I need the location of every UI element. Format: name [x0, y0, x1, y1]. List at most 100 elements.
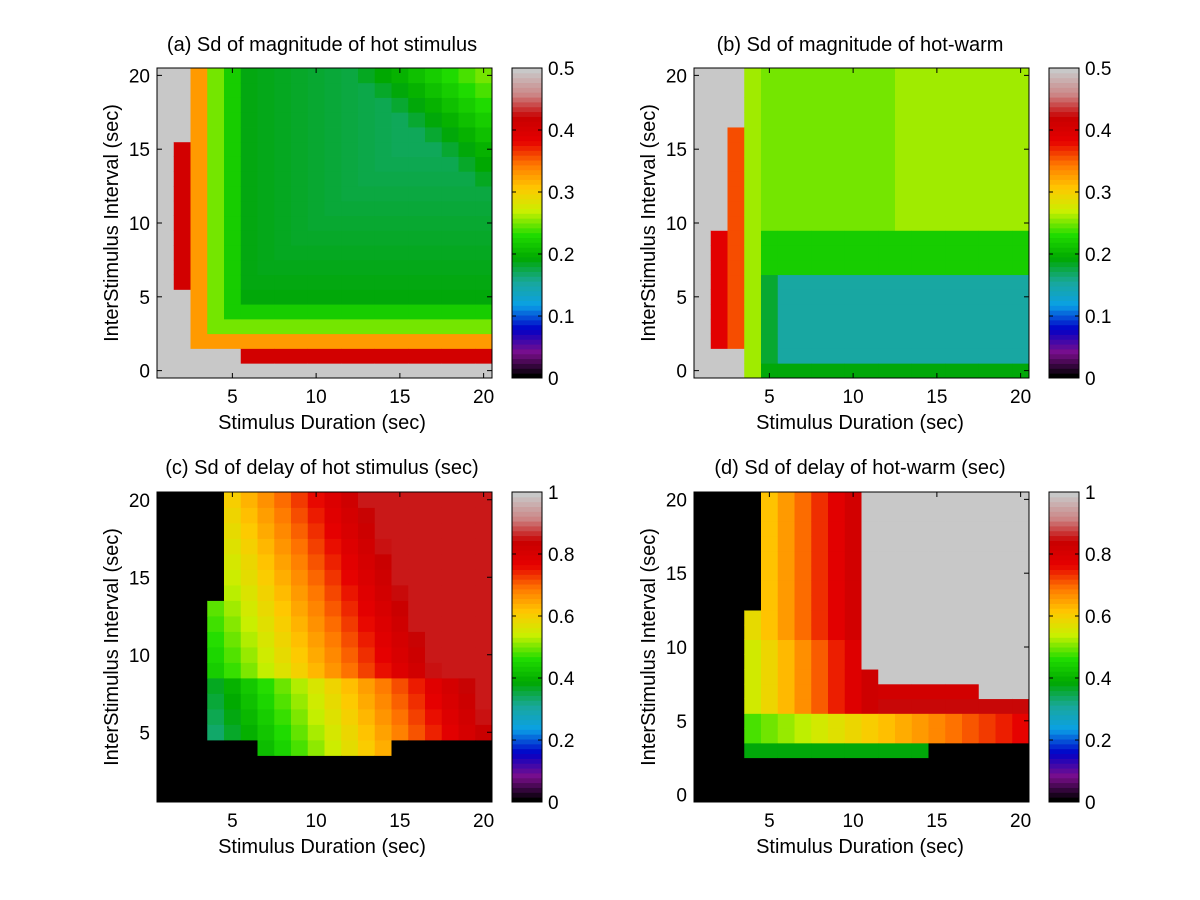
heatmap-cell	[694, 521, 712, 537]
heatmap-cell	[391, 186, 409, 202]
heatmap-cell	[224, 230, 242, 246]
colorbar-segment	[512, 656, 542, 663]
heatmap-cell	[962, 787, 980, 803]
colorbar-frame	[511, 67, 543, 379]
heatmap-cell	[710, 127, 728, 143]
heatmap-cell	[861, 289, 879, 305]
heatmap-cell	[945, 68, 963, 84]
heatmap-cell	[861, 186, 879, 202]
heatmap-cell	[828, 595, 846, 611]
heatmap-cell	[257, 304, 275, 320]
colorbar-segment	[1049, 622, 1079, 629]
heatmap-cell	[1012, 698, 1030, 714]
heatmap-cell	[911, 141, 929, 157]
heatmap-cell	[391, 97, 409, 113]
heatmap-cell	[173, 112, 191, 128]
heatmap-cell	[962, 363, 980, 379]
heatmap-cell	[710, 200, 728, 217]
heatmap-cell	[828, 97, 846, 113]
heatmap-cell	[341, 709, 359, 725]
colorbar-segment	[512, 290, 542, 297]
heatmap-cell	[794, 274, 812, 290]
heatmap-cell	[374, 112, 392, 128]
heatmap-cell	[374, 585, 392, 601]
colorbar-segment	[512, 121, 542, 127]
heatmap-cell	[861, 565, 879, 581]
heatmap-cell	[291, 82, 309, 98]
heatmap-cell	[274, 507, 292, 524]
colorbar-segment	[512, 97, 542, 103]
heatmap-cell	[895, 200, 913, 217]
colorbar-segment	[512, 92, 542, 98]
heatmap-cell	[761, 304, 779, 320]
heatmap-cell	[224, 554, 242, 570]
heatmap-cell	[962, 595, 980, 611]
heatmap-cell	[962, 289, 980, 305]
colorbar-segment	[1049, 763, 1079, 769]
heatmap-cell	[911, 595, 929, 611]
heatmap-cell	[895, 698, 913, 714]
heatmap-cell	[458, 333, 476, 349]
heatmap-cell	[274, 554, 292, 570]
heatmap-cell	[878, 186, 896, 202]
heatmap-cell	[341, 274, 359, 290]
heatmap-cell	[878, 728, 896, 744]
heatmap-cell	[358, 616, 376, 632]
heatmap-cell	[844, 363, 862, 379]
heatmap-cell	[475, 318, 493, 335]
heatmap-cell	[1012, 230, 1030, 246]
heatmap-cell	[761, 521, 779, 537]
heatmap-cell	[777, 171, 795, 187]
colorbar-segment	[512, 329, 542, 335]
heatmap-cell	[878, 274, 896, 290]
colorbar-segment	[512, 247, 542, 253]
heatmap-cell	[391, 171, 409, 187]
colorbar-segment	[512, 598, 542, 604]
heatmap-cell	[911, 728, 929, 744]
heatmap-cell	[257, 724, 275, 741]
heatmap-cell	[257, 259, 275, 276]
heatmap-cell	[240, 771, 258, 787]
colorbar-segment	[1049, 97, 1079, 103]
heatmap-cell	[458, 127, 476, 143]
heatmap-cell	[425, 97, 443, 113]
heatmap-cell	[828, 274, 846, 290]
heatmap-cell	[341, 245, 359, 261]
heatmap-cell	[962, 669, 980, 685]
colorbar-tick-label: 0.2	[548, 245, 574, 266]
heatmap-cell	[157, 709, 175, 725]
heatmap-cell	[928, 363, 946, 379]
heatmap-cell	[475, 771, 493, 787]
colorbar-segment	[512, 232, 542, 239]
heatmap-cell	[861, 772, 879, 788]
y-tick-label: 10	[666, 214, 687, 235]
colorbar-segment	[1049, 676, 1079, 682]
heatmap-cell	[291, 112, 309, 128]
heatmap-cell	[324, 507, 342, 524]
heatmap-cell	[694, 363, 712, 379]
heatmap-cell	[978, 713, 996, 729]
heatmap-cell	[207, 740, 225, 756]
heatmap-cell	[224, 68, 242, 84]
heatmap-cell	[240, 186, 258, 202]
heatmap-cell	[257, 348, 275, 364]
heatmap-cell	[358, 363, 376, 379]
heatmap-cell	[324, 771, 342, 787]
heatmap-cell	[928, 215, 946, 231]
colorbar-segment	[512, 574, 542, 580]
heatmap-cell	[173, 245, 191, 261]
heatmap-cell	[207, 186, 225, 202]
heatmap-cell	[945, 654, 963, 670]
colorbar-segment	[512, 237, 542, 243]
heatmap-cell	[441, 693, 459, 710]
heatmap-cell	[945, 492, 963, 508]
heatmap-cell	[458, 786, 476, 803]
heatmap-cell	[425, 662, 443, 679]
heatmap-cell	[207, 662, 225, 679]
heatmap-cell	[358, 127, 376, 143]
heatmap-cell	[441, 662, 459, 679]
heatmap-cell	[257, 97, 275, 113]
heatmap-cell	[425, 318, 443, 335]
heatmap-cell	[878, 363, 896, 379]
